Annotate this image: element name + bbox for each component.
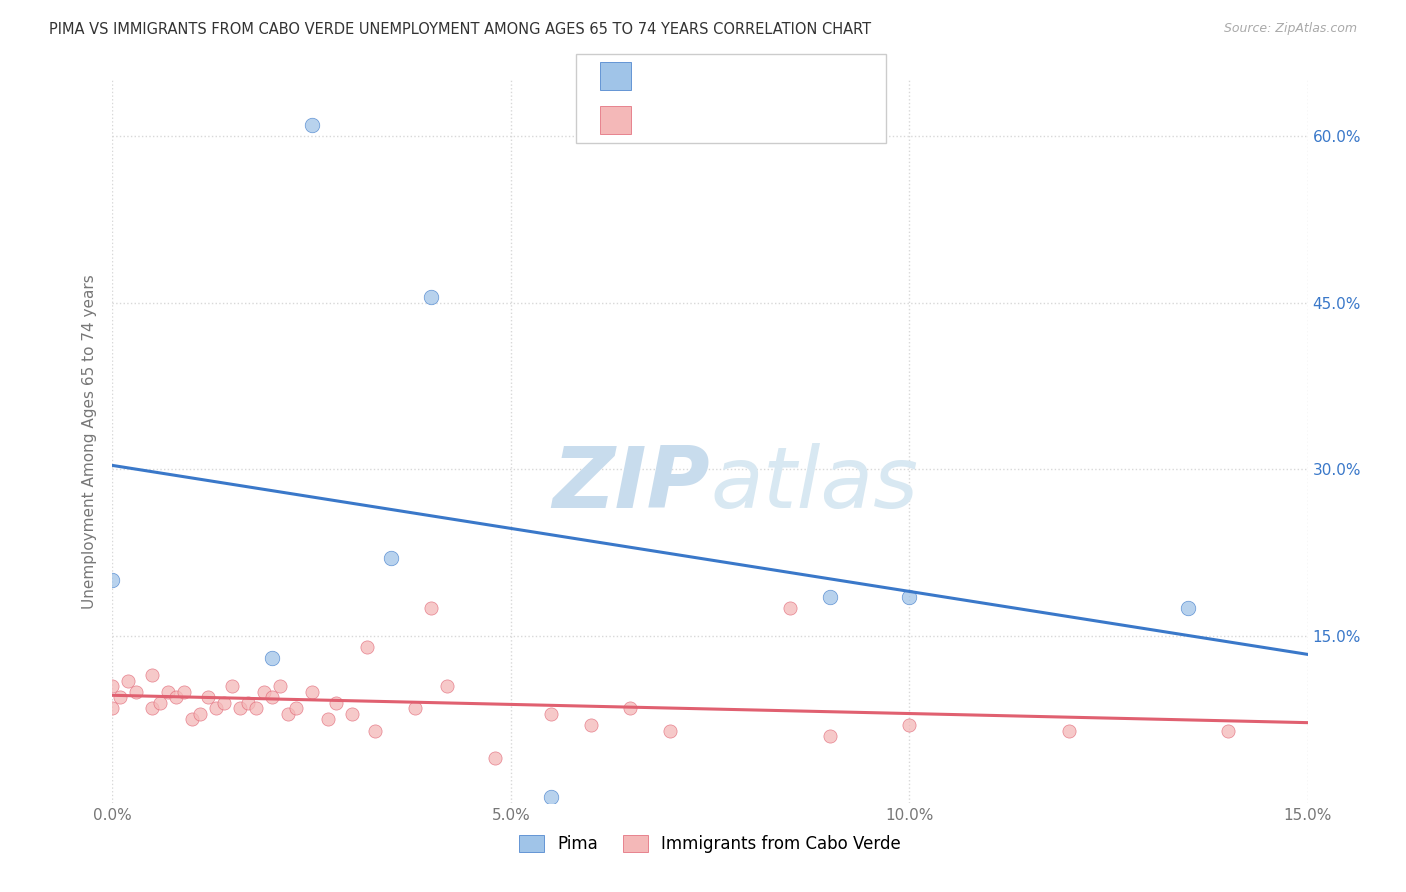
Point xyxy=(141,701,163,715)
Point xyxy=(420,601,443,615)
Point xyxy=(301,684,323,698)
Point xyxy=(540,706,562,721)
Point xyxy=(141,668,163,682)
Point xyxy=(356,640,378,655)
Point xyxy=(1177,601,1199,615)
Point xyxy=(316,713,339,727)
Point xyxy=(284,701,307,715)
Text: Source: ZipAtlas.com: Source: ZipAtlas.com xyxy=(1223,22,1357,36)
Point xyxy=(236,696,259,710)
Point xyxy=(197,690,219,705)
Point xyxy=(101,679,124,693)
Point xyxy=(484,751,506,765)
Legend: Pima, Immigrants from Cabo Verde: Pima, Immigrants from Cabo Verde xyxy=(512,828,908,860)
Point xyxy=(579,718,602,732)
Text: R =: R = xyxy=(643,69,671,84)
Point xyxy=(117,673,139,688)
Point xyxy=(1216,723,1239,738)
Point xyxy=(898,718,921,732)
Text: ZIP: ZIP xyxy=(553,443,710,526)
Point xyxy=(818,590,841,604)
Point xyxy=(420,290,443,304)
Point xyxy=(818,729,841,743)
Point xyxy=(260,651,283,665)
Point xyxy=(101,701,124,715)
Point xyxy=(269,679,291,693)
Text: -0.287: -0.287 xyxy=(681,112,735,128)
Point xyxy=(364,723,387,738)
Point xyxy=(181,713,204,727)
Point xyxy=(101,574,124,588)
Point xyxy=(898,590,921,604)
Point xyxy=(619,701,641,715)
Text: N = 9: N = 9 xyxy=(762,69,808,84)
Point xyxy=(436,679,458,693)
Point xyxy=(380,551,402,566)
Point xyxy=(253,684,276,698)
Text: atlas: atlas xyxy=(710,443,918,526)
Point xyxy=(325,696,347,710)
Point xyxy=(165,690,187,705)
Point xyxy=(540,790,562,805)
Point xyxy=(205,701,228,715)
Point xyxy=(301,118,323,132)
Point xyxy=(245,701,267,715)
Point xyxy=(277,706,299,721)
Point xyxy=(1057,723,1080,738)
Point xyxy=(173,684,195,698)
Point xyxy=(221,679,243,693)
Text: PIMA VS IMMIGRANTS FROM CABO VERDE UNEMPLOYMENT AMONG AGES 65 TO 74 YEARS CORREL: PIMA VS IMMIGRANTS FROM CABO VERDE UNEMP… xyxy=(49,22,872,37)
Text: N = 44: N = 44 xyxy=(762,112,820,128)
Y-axis label: Unemployment Among Ages 65 to 74 years: Unemployment Among Ages 65 to 74 years xyxy=(82,274,97,609)
Point xyxy=(260,690,283,705)
Point xyxy=(779,601,801,615)
Point xyxy=(125,684,148,698)
Point xyxy=(659,723,682,738)
Text: R =: R = xyxy=(643,112,671,128)
Text: 0.191: 0.191 xyxy=(681,69,740,84)
Point xyxy=(188,706,211,721)
Point xyxy=(340,706,363,721)
Point xyxy=(149,696,172,710)
Point xyxy=(110,690,132,705)
Point xyxy=(404,701,426,715)
Point xyxy=(157,684,180,698)
Point xyxy=(229,701,252,715)
Point xyxy=(212,696,235,710)
